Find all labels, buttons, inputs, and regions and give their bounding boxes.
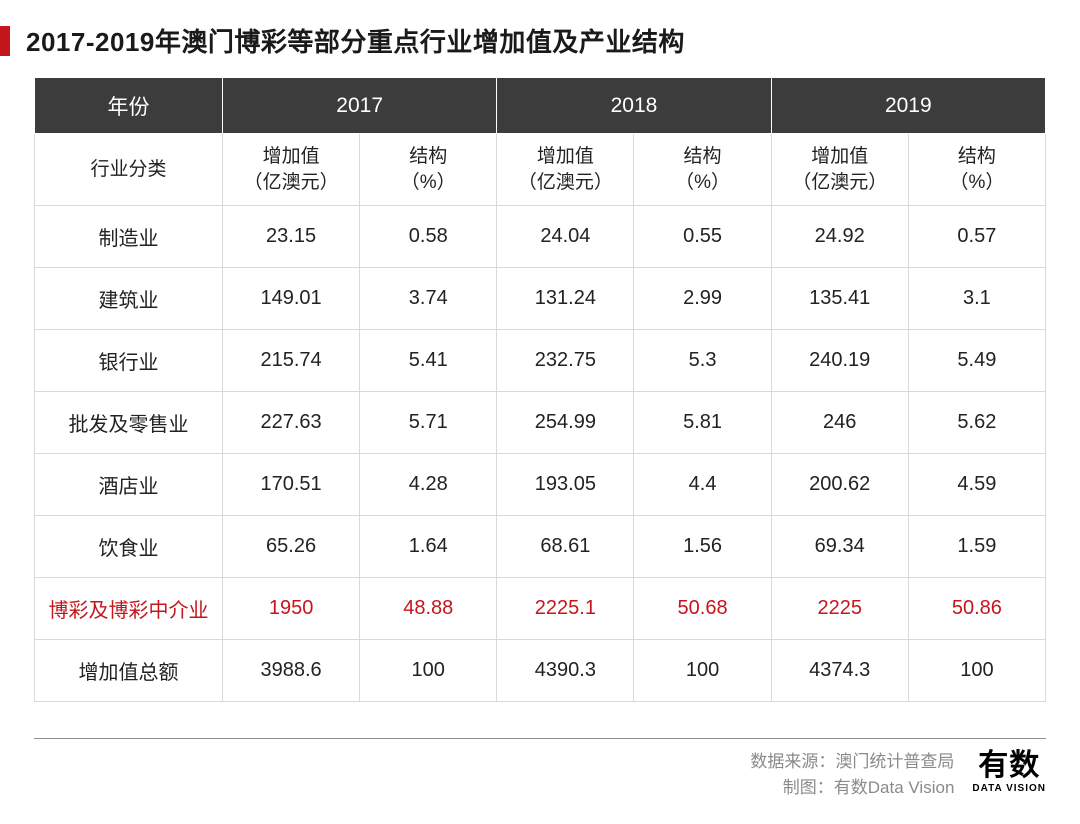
data-cell: 100: [908, 640, 1045, 702]
header-year-label: 年份: [35, 78, 223, 134]
data-cell: 1.64: [360, 516, 497, 578]
brand-logo-en: DATA VISION: [972, 783, 1046, 794]
title-bar: 2017-2019年澳门博彩等部分重点行业增加值及产业结构: [0, 0, 1080, 77]
accent-mark: [0, 26, 10, 56]
data-cell: 50.68: [634, 578, 771, 640]
sub-header-cell: 结构（%）: [360, 134, 497, 206]
data-cell: 200.62: [771, 454, 908, 516]
table-row: 银行业215.745.41232.755.3240.195.49: [35, 330, 1046, 392]
sub-header-cell: 增加值（亿澳元）: [497, 134, 634, 206]
table-row: 饮食业65.261.6468.611.5669.341.59: [35, 516, 1046, 578]
table-row: 博彩及博彩中介业195048.882225.150.68222550.86: [35, 578, 1046, 640]
table-row: 增加值总额3988.61004390.31004374.3100: [35, 640, 1046, 702]
row-label: 建筑业: [35, 268, 223, 330]
source-block: 数据来源：澳门统计普查局 制图：有数Data Vision: [750, 749, 954, 800]
data-cell: 24.04: [497, 206, 634, 268]
data-cell: 3.74: [360, 268, 497, 330]
data-cell: 3988.6: [223, 640, 360, 702]
table-row: 酒店业170.514.28193.054.4200.624.59: [35, 454, 1046, 516]
data-cell: 2.99: [634, 268, 771, 330]
page-title: 2017-2019年澳门博彩等部分重点行业增加值及产业结构: [26, 22, 685, 59]
row-label: 银行业: [35, 330, 223, 392]
header-year-2018: 2018: [497, 78, 771, 134]
data-cell: 5.41: [360, 330, 497, 392]
sub-header-cell: 结构（%）: [908, 134, 1045, 206]
data-cell: 227.63: [223, 392, 360, 454]
data-cell: 69.34: [771, 516, 908, 578]
row-label: 制造业: [35, 206, 223, 268]
table-row: 建筑业149.013.74131.242.99135.413.1: [35, 268, 1046, 330]
data-cell: 149.01: [223, 268, 360, 330]
data-cell: 1.59: [908, 516, 1045, 578]
data-cell: 193.05: [497, 454, 634, 516]
header-year-2017: 2017: [223, 78, 497, 134]
data-cell: 0.57: [908, 206, 1045, 268]
data-cell: 4374.3: [771, 640, 908, 702]
data-cell: 5.49: [908, 330, 1045, 392]
data-cell: 5.81: [634, 392, 771, 454]
row-label: 增加值总额: [35, 640, 223, 702]
credit-label: 制图：: [783, 778, 834, 797]
data-cell: 1950: [223, 578, 360, 640]
footer: 数据来源：澳门统计普查局 制图：有数Data Vision 有数 DATA VI…: [34, 738, 1046, 800]
data-cell: 100: [634, 640, 771, 702]
source-line: 数据来源：澳门统计普查局: [750, 749, 954, 775]
data-cell: 170.51: [223, 454, 360, 516]
data-cell: 131.24: [497, 268, 634, 330]
data-cell: 48.88: [360, 578, 497, 640]
table-head: 年份 2017 2018 2019: [35, 78, 1046, 134]
data-cell: 100: [360, 640, 497, 702]
data-cell: 2225.1: [497, 578, 634, 640]
row-label: 酒店业: [35, 454, 223, 516]
industry-table: 年份 2017 2018 2019 行业分类增加值（亿澳元）结构（%）增加值（亿…: [34, 77, 1046, 702]
data-cell: 246: [771, 392, 908, 454]
table-row: 制造业23.150.5824.040.5524.920.57: [35, 206, 1046, 268]
data-cell: 4.4: [634, 454, 771, 516]
data-cell: 5.71: [360, 392, 497, 454]
credit-value: 有数Data Vision: [834, 778, 955, 797]
data-cell: 0.55: [634, 206, 771, 268]
data-cell: 23.15: [223, 206, 360, 268]
sub-header-cell: 结构（%）: [634, 134, 771, 206]
data-cell: 65.26: [223, 516, 360, 578]
header-category-label: 行业分类: [35, 134, 223, 206]
data-cell: 254.99: [497, 392, 634, 454]
table-body: 行业分类增加值（亿澳元）结构（%）增加值（亿澳元）结构（%）增加值（亿澳元）结构…: [35, 134, 1046, 702]
credit-line: 制图：有数Data Vision: [750, 775, 954, 801]
data-cell: 24.92: [771, 206, 908, 268]
data-cell: 5.62: [908, 392, 1045, 454]
data-cell: 0.58: [360, 206, 497, 268]
data-cell: 1.56: [634, 516, 771, 578]
row-label: 饮食业: [35, 516, 223, 578]
data-cell: 4.28: [360, 454, 497, 516]
data-cell: 2225: [771, 578, 908, 640]
data-cell: 232.75: [497, 330, 634, 392]
sub-header-cell: 增加值（亿澳元）: [223, 134, 360, 206]
data-cell: 50.86: [908, 578, 1045, 640]
data-cell: 5.3: [634, 330, 771, 392]
data-cell: 135.41: [771, 268, 908, 330]
data-cell: 4390.3: [497, 640, 634, 702]
data-cell: 215.74: [223, 330, 360, 392]
source-value: 澳门统计普查局: [835, 752, 954, 771]
data-cell: 3.1: [908, 268, 1045, 330]
data-cell: 240.19: [771, 330, 908, 392]
table-container: 年份 2017 2018 2019 行业分类增加值（亿澳元）结构（%）增加值（亿…: [0, 77, 1080, 702]
sub-header-cell: 增加值（亿澳元）: [771, 134, 908, 206]
source-label: 数据来源：: [750, 752, 835, 771]
table-row: 批发及零售业227.635.71254.995.812465.62: [35, 392, 1046, 454]
header-year-2019: 2019: [771, 78, 1045, 134]
data-cell: 4.59: [908, 454, 1045, 516]
brand-logo-cn: 有数: [978, 751, 1040, 781]
row-label: 批发及零售业: [35, 392, 223, 454]
brand-logo: 有数 DATA VISION: [972, 749, 1046, 794]
row-label: 博彩及博彩中介业: [35, 578, 223, 640]
data-cell: 68.61: [497, 516, 634, 578]
